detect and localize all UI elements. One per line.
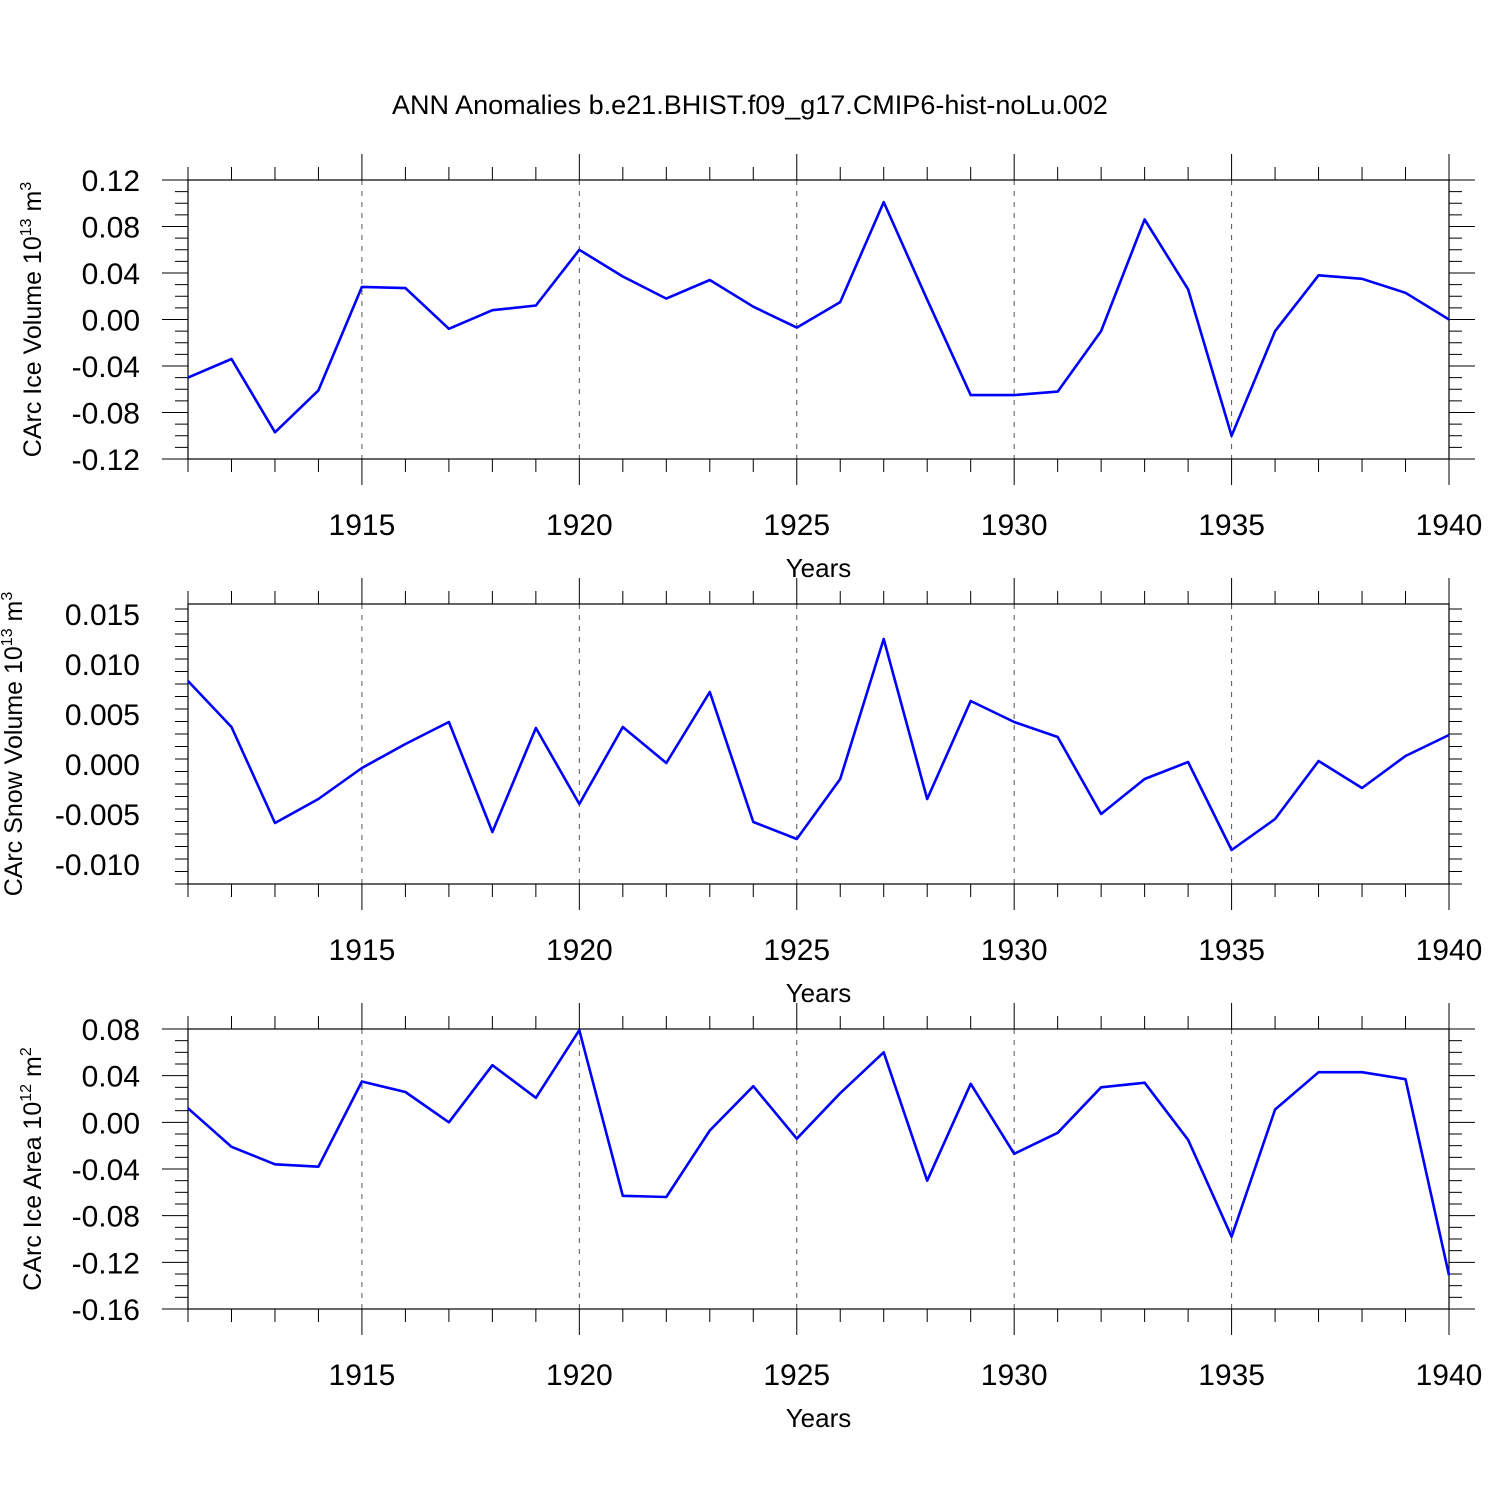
x-tick-label: 1925: [763, 934, 830, 967]
y-axis-label: CArc Ice Area 1012 m2: [18, 1047, 47, 1291]
y-tick-label: -0.04: [72, 1154, 140, 1187]
series-line: [187, 200, 1450, 438]
series-line: [187, 1028, 1451, 1276]
y-tick-label: 0.08: [82, 212, 140, 245]
x-axis-label: Years: [786, 1403, 852, 1433]
y-tick-label: -0.12: [72, 444, 140, 477]
y-tick-label: -0.010: [55, 849, 140, 882]
y-tick-label: -0.005: [55, 799, 140, 832]
x-tick-label: 1930: [981, 1359, 1048, 1392]
x-tick-label: 1930: [981, 509, 1048, 542]
y-tick-label: -0.12: [72, 1247, 140, 1280]
panel-1: -0.12 -0.08 -0.04 0.00 0.04 0.08 0.12 1915 1920 1…: [18, 154, 1482, 583]
y-tick-label: 0.12: [82, 165, 140, 198]
x-tick-label: 1935: [1198, 934, 1265, 967]
y-tick-label: 0.04: [82, 258, 140, 291]
x-tick-label: 1915: [329, 1359, 396, 1392]
x-tick-label: 1935: [1198, 1359, 1265, 1392]
y-tick-label: 0.015: [65, 599, 140, 632]
x-tick-label: 1915: [329, 509, 396, 542]
series-line: [187, 637, 1450, 852]
y-tick-label: 0.010: [65, 649, 140, 682]
y-tick-label: 0.00: [82, 305, 140, 338]
y-tick-label: -0.16: [72, 1294, 140, 1327]
y-tick-label: 0.04: [82, 1061, 140, 1094]
y-tick-label: 0.00: [82, 1107, 140, 1140]
x-tick-label: 1935: [1198, 509, 1265, 542]
x-tick-label: 1920: [546, 1359, 613, 1392]
plot-frame: [187, 1028, 1450, 1310]
y-tick-label: 0.005: [65, 699, 140, 732]
x-tick-label: 1940: [1416, 509, 1483, 542]
plot-frame: [187, 179, 1450, 460]
y-tick-label: -0.08: [72, 398, 140, 431]
figure-title: ANN Anomalies b.e21.BHIST.f09_g17.CMIP6-…: [392, 90, 1108, 120]
y-tick-label: 0.000: [65, 749, 140, 782]
panel-2: -0.010 -0.005 0.000 0.005 0.010 0.015 1915 1920…: [0, 578, 1482, 1008]
x-axis-label: Years: [786, 978, 852, 1008]
x-tick-label: 1925: [763, 1359, 830, 1392]
x-axis-label: Years: [786, 553, 852, 583]
x-tick-label: 1940: [1416, 934, 1483, 967]
panel-3: -0.16 -0.12 -0.08 -0.04 0.00 0.04 0.08 1915 1920…: [18, 1003, 1482, 1433]
x-tick-label: 1925: [763, 509, 830, 542]
y-tick-label: -0.08: [72, 1201, 140, 1234]
x-tick-label: 1920: [546, 509, 613, 542]
plot-frame: [187, 603, 1450, 885]
y-tick-label: 0.08: [82, 1014, 140, 1047]
x-tick-label: 1920: [546, 934, 613, 967]
y-axis-label: CArc Snow Volume 1013 m3: [0, 592, 28, 897]
x-tick-label: 1930: [981, 934, 1048, 967]
y-axis-label: CArc Ice Volume 1013 m3: [18, 182, 47, 458]
x-tick-label: 1940: [1416, 1359, 1483, 1392]
y-tick-label: -0.04: [72, 351, 140, 384]
x-tick-label: 1915: [329, 934, 396, 967]
